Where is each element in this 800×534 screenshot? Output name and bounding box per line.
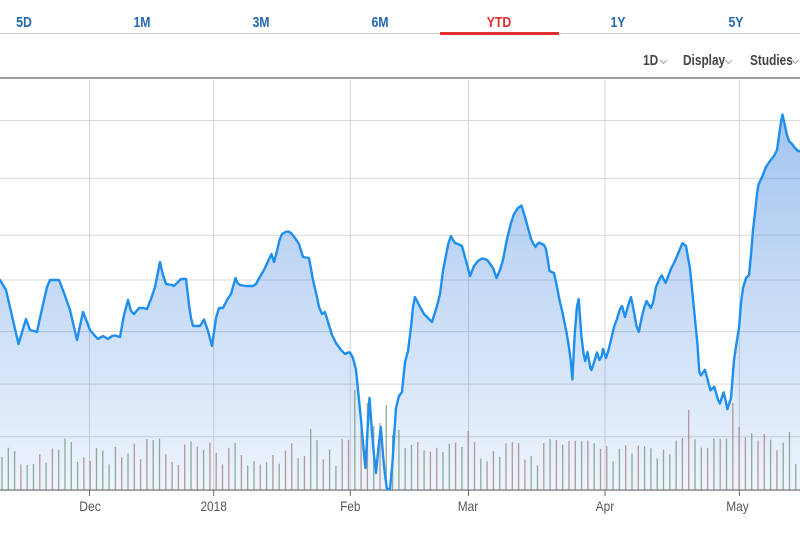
svg-text:Mar: Mar [458,498,479,514]
svg-text:Feb: Feb [340,498,360,514]
svg-text:Apr: Apr [596,498,615,514]
svg-text:2018: 2018 [200,498,227,514]
svg-text:Dec: Dec [79,498,101,514]
svg-text:May: May [726,498,749,514]
